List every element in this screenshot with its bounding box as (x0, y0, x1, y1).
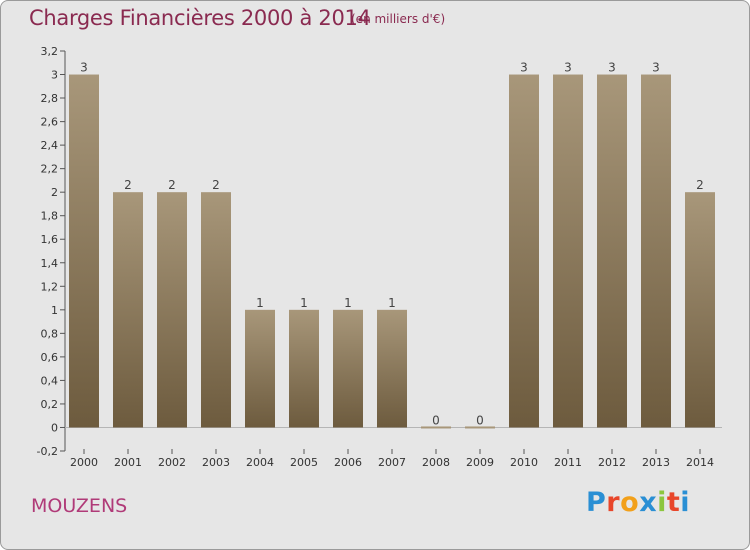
y-tick-label: 0,6 (41, 351, 59, 364)
bar-2009 (465, 426, 495, 429)
data-label: 2 (124, 178, 132, 192)
y-tick-label: 2,6 (41, 116, 59, 129)
data-label: 2 (168, 178, 176, 192)
data-label: 0 (432, 413, 440, 427)
data-label: 2 (696, 178, 704, 192)
data-label: 1 (256, 296, 264, 310)
bar-2002 (157, 192, 187, 428)
brand-letter: i (657, 487, 667, 518)
x-tick-label: 2004 (246, 456, 274, 469)
chart-title: Charges Financières 2000 à 2014 (29, 6, 371, 30)
x-tick-label: 2002 (158, 456, 186, 469)
data-label: 0 (476, 413, 484, 427)
x-tick-label: 2006 (334, 456, 362, 469)
y-tick-label: 2,8 (41, 92, 59, 105)
x-tick-label: 2008 (422, 456, 450, 469)
x-tick-label: 2001 (114, 456, 142, 469)
data-label: 3 (80, 61, 88, 75)
bar-2012 (597, 74, 627, 428)
data-label: 1 (344, 296, 352, 310)
data-label: 3 (520, 61, 528, 75)
y-tick-label: 1,6 (41, 233, 59, 246)
x-tick-label: 2010 (510, 456, 538, 469)
brand-letter: r (606, 487, 621, 518)
y-tick-label: 0,2 (41, 398, 59, 411)
brand-letter: P (586, 487, 607, 518)
y-tick-label: 2,2 (41, 163, 59, 176)
y-tick-label: 2 (51, 186, 58, 199)
y-tick-label: 3 (51, 69, 58, 82)
data-label: 2 (212, 178, 220, 192)
y-tick-label: 0,8 (41, 327, 59, 340)
x-tick-label: 2000 (70, 456, 98, 469)
data-label: 3 (564, 61, 572, 75)
chart-axes: -0,2 0 0,2 0,4 0,6 0,8 1 1,2 1,4 1,6 1,8 2 2,2 2,4 2,6… (37, 45, 722, 458)
bar-2005 (289, 309, 319, 428)
x-tick-label: 2013 (642, 456, 670, 469)
x-tick-label: 2003 (202, 456, 230, 469)
proxiti-logo: Proxiti (586, 487, 690, 518)
bar-2010 (509, 74, 539, 428)
bar-2003 (201, 192, 231, 428)
chart-labels: 2000320012200222003220041200512006120071… (70, 61, 714, 469)
y-tick-label: 1 (51, 304, 58, 317)
bar-2008 (421, 426, 451, 429)
y-tick-label: 3,2 (41, 45, 59, 58)
brand-letter: x (639, 487, 658, 518)
y-tick-label: 1,2 (41, 280, 59, 293)
data-label: 1 (388, 296, 396, 310)
y-tick-label: 0,4 (41, 374, 59, 387)
x-tick-label: 2005 (290, 456, 318, 469)
bar-2006 (333, 309, 363, 428)
chart-bars (69, 74, 715, 429)
x-tick-label: 2009 (466, 456, 494, 469)
chart-unit-label: (en milliers d'€) (351, 12, 446, 26)
bar-2011 (553, 74, 583, 428)
place-name: MOUZENS (31, 495, 128, 517)
x-tick-label: 2014 (686, 456, 714, 469)
y-tick-label: 1,8 (41, 210, 59, 223)
brand-letter: o (620, 487, 640, 518)
data-label: 1 (300, 296, 308, 310)
y-tick-label: 2,4 (41, 139, 59, 152)
bar-2014 (685, 192, 715, 428)
x-tick-label: 2012 (598, 456, 626, 469)
bar-2007 (377, 309, 407, 428)
x-tick-label: 2007 (378, 456, 406, 469)
bar-2000 (69, 74, 99, 428)
bar-2001 (113, 192, 143, 428)
brand-letter: i (680, 487, 691, 518)
brand-letter: t (666, 487, 681, 518)
bar-2004 (245, 309, 275, 428)
data-label: 3 (608, 61, 616, 75)
y-tick-label: -0,2 (37, 445, 58, 458)
y-tick-label: 1,4 (41, 257, 59, 270)
y-tick-label: 0 (51, 421, 58, 434)
data-label: 3 (652, 61, 660, 75)
bar-2013 (641, 74, 671, 428)
x-tick-label: 2011 (554, 456, 582, 469)
